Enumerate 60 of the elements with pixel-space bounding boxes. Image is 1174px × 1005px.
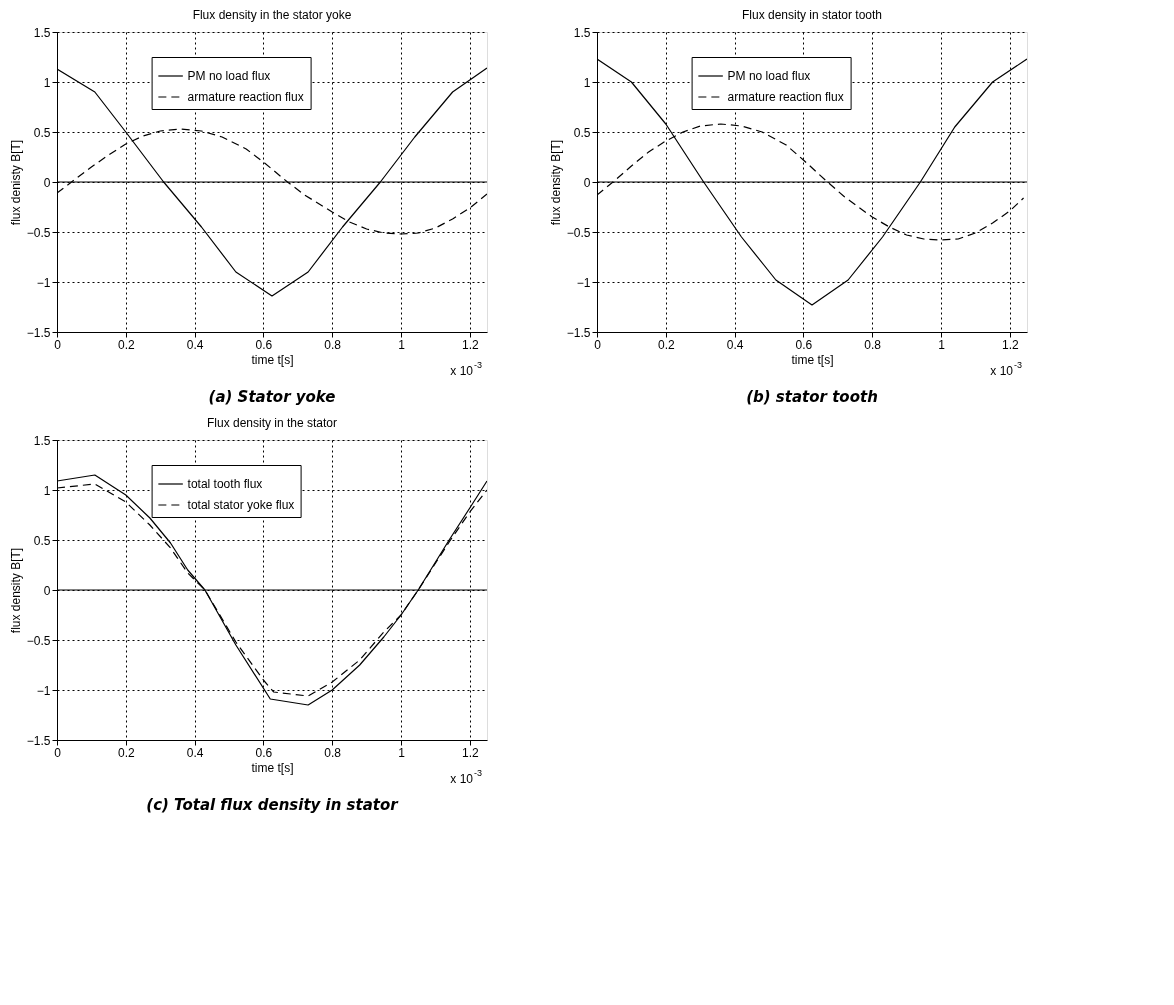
x-tick-label: 1 bbox=[398, 337, 406, 352]
text: (a) Stator yoke bbox=[208, 388, 336, 406]
x-tick-label: 0.6 bbox=[795, 337, 813, 352]
y-tick-label: 1 bbox=[583, 75, 591, 90]
x-tick-label: 0 bbox=[54, 337, 62, 352]
y-tick-label: −1 bbox=[36, 275, 51, 290]
legend-label: armature reaction flux bbox=[187, 90, 304, 104]
x-axis-title: time t[s] bbox=[251, 760, 294, 775]
legend-label: armature reaction flux bbox=[727, 90, 844, 104]
y-tick-label: −1.5 bbox=[26, 733, 51, 748]
y-tick-label: −1 bbox=[36, 683, 51, 698]
x-tick-label: 0.8 bbox=[864, 337, 882, 352]
y-tick-label: −0.5 bbox=[26, 633, 51, 648]
y-tick-label: 1.5 bbox=[573, 25, 591, 40]
y-tick-label: 1.5 bbox=[33, 25, 51, 40]
legend-label: PM no load flux bbox=[187, 69, 271, 83]
x-tick-label: 0 bbox=[594, 337, 602, 352]
y-axis-title: flux density B[T] bbox=[548, 139, 563, 226]
x-tick-label: 1.2 bbox=[461, 337, 479, 352]
y-tick-label: −1 bbox=[576, 275, 591, 290]
y-tick-label: −1.5 bbox=[566, 325, 591, 340]
x-tick-label: 0.8 bbox=[324, 745, 342, 760]
text: (c) Total flux density in stator bbox=[146, 796, 400, 814]
y-axis-title: flux density B[T] bbox=[8, 547, 23, 634]
chart-title: Flux density in stator tooth bbox=[741, 8, 883, 22]
x-tick-label: 0.4 bbox=[186, 745, 204, 760]
y-tick-label: −0.5 bbox=[566, 225, 591, 240]
x-tick-label: 0.2 bbox=[117, 337, 135, 352]
y-tick-label: 0.5 bbox=[573, 125, 591, 140]
y-axis-title: flux denisty B[T] bbox=[8, 139, 23, 226]
x-tick-label: 0.4 bbox=[726, 337, 744, 352]
x-tick-label: 0.6 bbox=[255, 745, 273, 760]
y-tick-label: −0.5 bbox=[26, 225, 51, 240]
x-tick-label: 0.6 bbox=[255, 337, 273, 352]
x-tick-label: 0 bbox=[54, 745, 62, 760]
y-tick-label: 1 bbox=[43, 483, 51, 498]
y-tick-label: 0.5 bbox=[33, 125, 51, 140]
y-tick-label: 0 bbox=[43, 175, 51, 190]
y-tick-label: −1.5 bbox=[26, 325, 51, 340]
x-tick-label: 1 bbox=[938, 337, 946, 352]
x-axis-title: time t[s] bbox=[251, 352, 294, 367]
legend-label: total stator yoke flux bbox=[187, 498, 295, 512]
y-tick-label: 0 bbox=[43, 583, 51, 598]
y-tick-label: 0 bbox=[583, 175, 591, 190]
y-tick-label: 0.5 bbox=[33, 533, 51, 548]
y-tick-label: 1 bbox=[43, 75, 51, 90]
legend-label: PM no load flux bbox=[727, 69, 811, 83]
legend-label: total tooth flux bbox=[187, 477, 263, 491]
x-tick-label: 1.2 bbox=[1001, 337, 1019, 352]
chart-title: Flux density in the stator bbox=[206, 416, 338, 430]
x-tick-label: 0.8 bbox=[324, 337, 342, 352]
x-tick-label: 1.2 bbox=[461, 745, 479, 760]
chart-title: Flux density in the stator yoke bbox=[192, 8, 352, 22]
x-tick-label: 0.2 bbox=[657, 337, 675, 352]
x-axis-title: time t[s] bbox=[791, 352, 834, 367]
x-tick-label: 0.2 bbox=[117, 745, 135, 760]
text: (b) stator tooth bbox=[746, 388, 878, 406]
x-tick-label: 1 bbox=[398, 745, 406, 760]
y-tick-label: 1.5 bbox=[33, 433, 51, 448]
x-tick-label: 0.4 bbox=[186, 337, 204, 352]
